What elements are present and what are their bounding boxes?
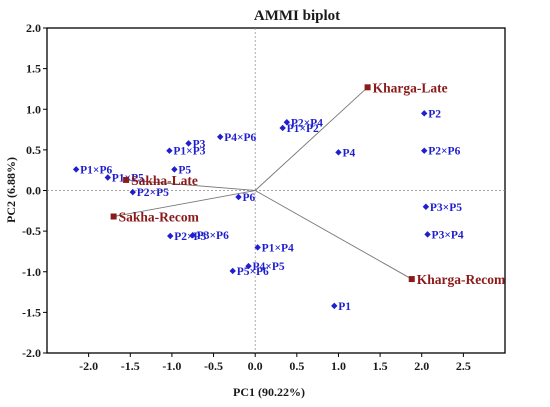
y-tick-label: 1.0 <box>26 102 41 116</box>
y-axis-label: PC2 (6.88%) <box>4 157 18 223</box>
genotype-label-p3xp6: P3×P6 <box>197 230 229 242</box>
genotype-label-p4: P4 <box>342 147 355 159</box>
genotype-point-p5 <box>171 166 178 173</box>
y-tick-label: -1.0 <box>22 265 41 279</box>
genotype-point-p2 <box>421 110 428 117</box>
env-label-kharga-recom: Kharga-Recom <box>417 272 506 287</box>
genotype-point-p3 <box>185 140 192 147</box>
genotype-label-p6: P6 <box>243 192 256 204</box>
x-tick-label: 0.5 <box>289 359 304 373</box>
genotype-label-p1: P1 <box>338 301 351 313</box>
genotype-point-p4xp6 <box>217 133 224 141</box>
x-axis-label: PC1 (90.22%) <box>233 385 305 399</box>
env-vector-sakha-recom <box>113 190 256 217</box>
chart-title: AMMI biplot <box>254 8 340 24</box>
genotype-point-p1xp5 <box>104 174 111 181</box>
y-tick-label: 0.0 <box>26 184 41 198</box>
genotype-label-p1xp4: P1×P4 <box>262 242 294 254</box>
genotype-point-p3xp5 <box>422 203 430 210</box>
genotype-point-p1xp3 <box>166 147 173 154</box>
genotype-point-p3xp4 <box>424 231 431 238</box>
genotype-label-p3xp5: P3×P5 <box>430 202 462 214</box>
x-tick-label: 1.5 <box>373 359 388 373</box>
genotype-point-p2xp6 <box>421 147 428 154</box>
genotype-label-p5xp6: P5×P6 <box>237 266 269 278</box>
genotype-point-p6 <box>235 193 242 201</box>
env-label-kharga-late: Kharga-Late <box>373 80 448 95</box>
env-point-sakha-recom <box>110 213 117 220</box>
plot-area: -2.0 -1.5 -1.0 -0.5 0.0 0.5 1.0 1.5 2.0 2.5 -2.0 -1… <box>22 21 506 373</box>
genotype-label-p4xp6: P4×P6 <box>224 132 256 144</box>
env-vector-kharga-late <box>254 86 368 191</box>
y-tick-label: 0.5 <box>26 143 41 157</box>
genotype-label-p2xp4: P2×P4 <box>291 117 323 129</box>
genotype-label-p3xp4: P3×P4 <box>432 229 464 241</box>
genotype-point-p1xp4 <box>254 244 261 251</box>
genotype-label-p4xp5: P4×P5 <box>253 261 285 273</box>
env-label-sakha-recom: Sakha-Recom <box>119 210 200 225</box>
genotype-label-p3: P3 <box>193 138 206 150</box>
y-tick-label: 1.5 <box>26 62 41 76</box>
genotype-label-p5: P5 <box>178 164 191 176</box>
x-tick-label: -1.5 <box>121 359 140 373</box>
y-tick-label: -1.5 <box>22 305 41 319</box>
genotype-point-p2xp5 <box>129 188 136 196</box>
genotype-label-p2: P2 <box>428 108 441 120</box>
genotype-point-p4xp5 <box>245 262 252 270</box>
genotype-point-p1xp6 <box>72 166 80 173</box>
genotype-label-p2xp3: P2×P3 <box>174 231 206 243</box>
genotype-label-p1xp6: P1×P6 <box>80 164 112 176</box>
genotype-label-p2xp6: P2×P6 <box>428 146 460 158</box>
genotype-point-p1 <box>331 302 338 310</box>
x-tick-label: -2.0 <box>79 359 98 373</box>
y-tick-label: 2.0 <box>26 21 41 35</box>
x-tick-label: -0.5 <box>204 359 223 373</box>
env-point-sakha-late <box>123 176 130 183</box>
genotype-point-p2xp3 <box>167 232 174 240</box>
x-tick-label: 0.0 <box>248 359 263 373</box>
x-tick-label: 2.5 <box>456 359 471 373</box>
env-vector-sakha-late <box>126 179 256 191</box>
x-tick-label: 1.0 <box>331 359 346 373</box>
genotype-label-p1xp2: P1×P2 <box>287 123 319 135</box>
env-vector-kharga-recom <box>254 190 412 280</box>
genotype-point-p4 <box>335 149 342 156</box>
y-tick-label: -2.0 <box>22 346 41 360</box>
env-label-sakha-late: Sakha-Late <box>131 173 198 188</box>
genotype-point-p5xp6 <box>229 267 236 275</box>
genotype-point-p1xp2 <box>279 124 286 132</box>
env-point-kharga-late <box>364 84 371 91</box>
y-tick-label: -0.5 <box>22 224 41 238</box>
genotype-label-p2xp5: P2×P5 <box>137 187 169 199</box>
x-tick-label: -1.0 <box>162 359 181 373</box>
genotype-label-p1xp3: P1×P3 <box>173 146 205 158</box>
genotype-point-p2xp4 <box>283 119 291 126</box>
x-tick-label: 2.0 <box>414 359 429 373</box>
env-point-kharga-recom <box>408 276 415 283</box>
genotype-point-p3xp6 <box>189 231 196 239</box>
